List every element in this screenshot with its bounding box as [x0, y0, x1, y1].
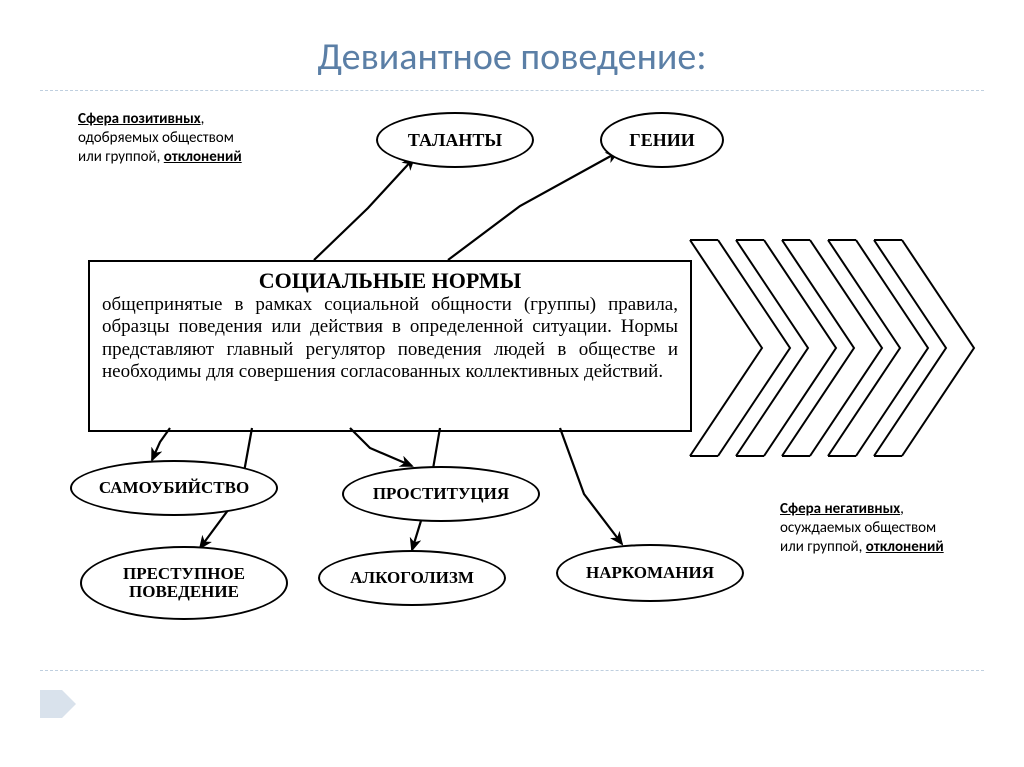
arrow	[152, 428, 170, 460]
page-title: Девиантное поведение:	[0, 34, 1024, 80]
ellipse-prostitution: ПРОСТИТУЦИЯ	[342, 466, 540, 522]
corner-arrow-icon	[40, 690, 80, 718]
ellipse-suicide: САМОУБИЙСТВО	[70, 460, 278, 516]
divider-bottom	[40, 670, 984, 671]
arrow	[560, 428, 622, 544]
arrow	[314, 158, 414, 260]
ellipse-geniuses: ГЕНИИ	[600, 112, 724, 168]
ellipse-talents: ТАЛАНТЫ	[376, 112, 534, 168]
ellipse-alcoholism: АЛКОГОЛИЗМ	[318, 550, 506, 606]
slide: Девиантное поведение: Сфера позитивных, …	[0, 0, 1024, 767]
divider-top	[40, 90, 984, 91]
ellipse-drugs: НАРКОМАНИЯ	[556, 544, 744, 602]
arrow	[350, 428, 412, 466]
arrow	[448, 152, 618, 260]
ellipse-crime: ПРЕСТУПНОЕ ПОВЕДЕНИЕ	[80, 546, 288, 620]
diagram: Сфера позитивных, одобряемых обществом и…	[20, 96, 1000, 656]
